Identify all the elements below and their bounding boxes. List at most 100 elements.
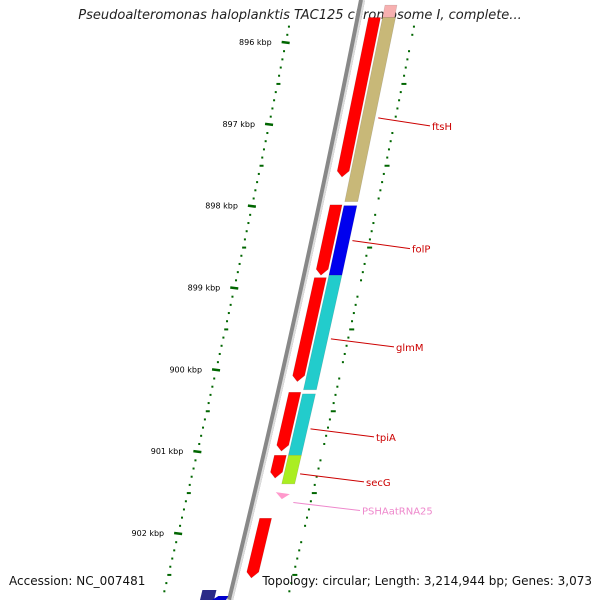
orf-feature[interactable] (246, 517, 273, 579)
ruler-dots (163, 25, 415, 593)
tick-mark (173, 531, 183, 536)
ruler-dot (249, 213, 252, 216)
ruler-dot (169, 565, 172, 568)
ruler-dot (247, 222, 250, 225)
ruler-dot (218, 352, 221, 355)
ruler-dot (194, 459, 197, 462)
ruler-dot (292, 573, 298, 576)
gene-feature[interactable] (328, 205, 358, 276)
gene-label[interactable]: ftsH (432, 122, 452, 133)
orf-feature[interactable] (276, 391, 302, 452)
ruler-dot (315, 475, 318, 478)
gene-feature[interactable] (344, 17, 396, 202)
ruler-dot (216, 361, 219, 364)
orf-feature[interactable] (270, 454, 287, 479)
ruler-dot (264, 140, 267, 143)
ruler-dot (330, 410, 336, 413)
ruler-dot (269, 115, 272, 118)
ruler-dot (294, 565, 297, 568)
ruler-dot (281, 58, 284, 61)
orf-feature[interactable] (315, 204, 343, 276)
ruler-dot (311, 492, 317, 495)
ruler-dot (352, 312, 355, 315)
ruler-dot (276, 82, 281, 85)
ruler-dot (283, 50, 286, 53)
ruler-dot (242, 246, 247, 249)
ruler-dot (391, 132, 394, 135)
tick-label: 902 kbp (132, 529, 165, 538)
ruler-dot (203, 418, 206, 421)
gene-feature[interactable] (288, 393, 316, 456)
ruler-dot (298, 549, 301, 552)
ruler-dot (257, 172, 260, 175)
ruler-dot (361, 271, 364, 274)
ruler-dot (290, 582, 293, 585)
tick-mark (193, 449, 202, 454)
ruler-dot (379, 189, 382, 192)
gene-track[interactable] (200, 17, 396, 600)
ruler-dot (412, 25, 415, 28)
ruler-dot (231, 295, 234, 298)
ruler-dot (179, 524, 182, 527)
ruler-dot (382, 172, 385, 175)
ruler-dot (288, 590, 291, 593)
ruler-dot (190, 475, 193, 478)
tick-mark (281, 40, 290, 45)
orf-track[interactable] (246, 4, 398, 579)
gene-feature[interactable] (281, 454, 302, 485)
ruler: 896 kbp 897 kbp 898 kbp 899 kbp 900 kbp 901 k… (132, 38, 290, 538)
gene-label[interactable]: secG (366, 478, 391, 489)
ruler-dot (332, 402, 335, 405)
ruler-dot (306, 516, 309, 519)
ruler-dot (336, 385, 339, 388)
ruler-dot (403, 74, 406, 77)
ruler-dot (300, 541, 303, 544)
ruler-dot (254, 189, 257, 192)
orf-feature[interactable] (292, 277, 327, 383)
ruler-dot (186, 492, 191, 495)
ruler-dot (175, 541, 178, 544)
tick-label: 901 kbp (151, 447, 184, 456)
ruler-dot (229, 303, 232, 306)
gene-feature-partial[interactable] (382, 4, 398, 18)
gene-feature[interactable] (212, 596, 229, 600)
ruler-dot (370, 230, 373, 233)
gene-feature[interactable] (303, 274, 343, 391)
ruler-dot (287, 25, 290, 28)
ruler-dot (202, 426, 205, 429)
ruler-dot (389, 140, 392, 143)
tick-mark (211, 368, 221, 372)
gene-feature[interactable] (275, 492, 290, 500)
topology-summary: Topology: circular; Length: 3,214,944 bp… (262, 574, 592, 588)
ruler-dot (345, 344, 348, 347)
gene-label[interactable]: tpiA (376, 433, 396, 444)
ruler-dot (399, 91, 402, 94)
gene-feature[interactable] (200, 590, 217, 600)
ruler-dot (394, 115, 397, 118)
ruler-dot (363, 262, 366, 265)
gene-label[interactable]: PSHAatRNA25 (362, 507, 433, 518)
gene-label[interactable]: folP (412, 245, 430, 256)
ruler-dot (319, 459, 322, 462)
ruler-dot (245, 230, 248, 233)
ruler-dot (356, 295, 359, 298)
tick-label: 897 kbp (222, 120, 255, 129)
ruler-dot (167, 573, 172, 576)
orf-feature[interactable] (336, 17, 381, 178)
ruler-dot (198, 442, 201, 445)
ruler-dot (200, 434, 203, 437)
ruler-dot (163, 590, 166, 593)
ruler-dot (213, 377, 216, 380)
ruler-dot (259, 164, 264, 167)
ruler-dot (209, 393, 212, 396)
tick-mark (230, 286, 239, 290)
ruler-dot (188, 483, 191, 486)
ruler-dot (398, 99, 401, 102)
ruler-dot (211, 385, 214, 388)
ruler-dot (173, 549, 176, 552)
ruler-dot (226, 320, 229, 323)
gene-label[interactable]: glmM (396, 343, 424, 354)
ruler-dot (338, 377, 341, 380)
tick-label: 898 kbp (205, 202, 238, 211)
